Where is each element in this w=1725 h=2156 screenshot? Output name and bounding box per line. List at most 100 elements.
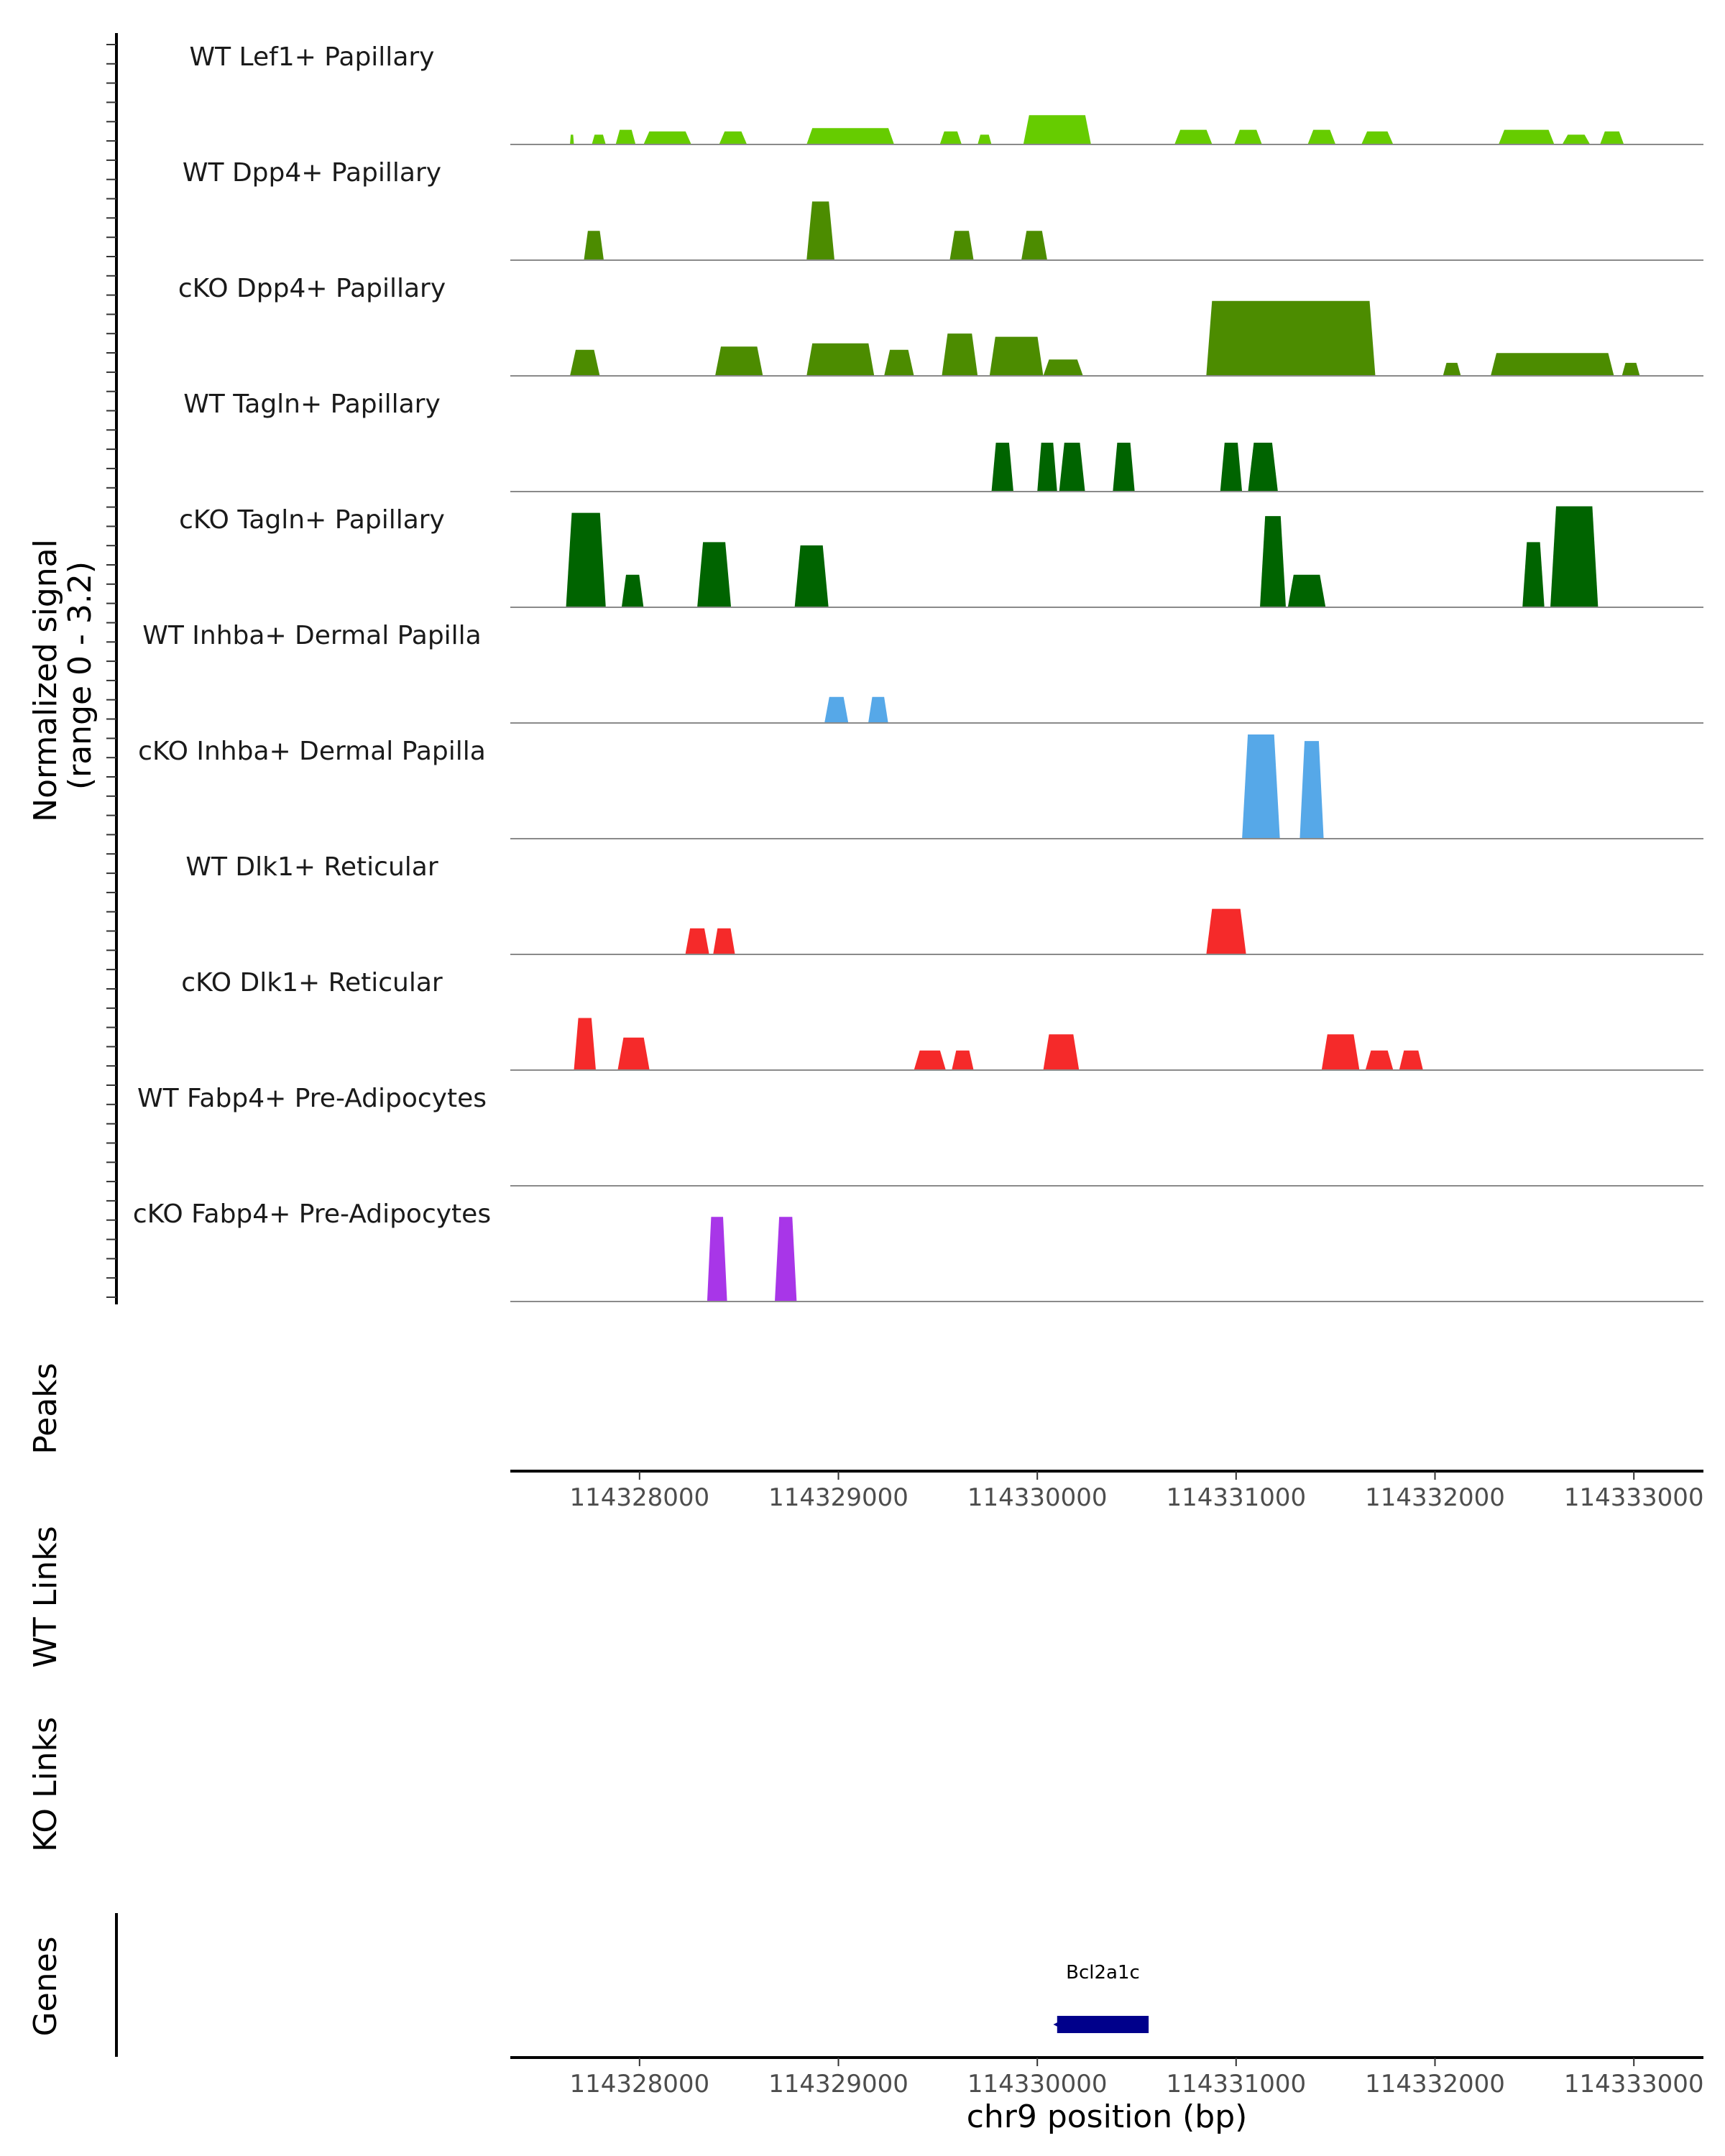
coverage-peak (806, 201, 834, 260)
coverage-peak (1248, 443, 1278, 492)
coverage-peak (697, 542, 732, 607)
x-axis-tick-label: 114333000 (1564, 1483, 1704, 1512)
coverage-peak (1600, 131, 1624, 144)
coverage-peak (989, 336, 1044, 376)
coverage-peak (707, 1217, 727, 1302)
gene-annotations: Bcl2a1c (1053, 1962, 1149, 2033)
signal-y-axis-ticks (106, 44, 116, 1298)
coverage-track: cKO Fabp4+ Pre-Adipocytes (133, 1199, 1703, 1302)
track-label: WT Dlk1+ Reticular (185, 852, 438, 882)
x-axis-tick-label: 114329000 (768, 2070, 908, 2099)
coverage-peak (592, 134, 606, 144)
coverage-peak (713, 928, 735, 954)
x-axis-tick-label: 114332000 (1365, 2070, 1505, 2099)
coverage-peak (991, 443, 1013, 492)
coverage-peak (806, 343, 875, 376)
coverage-peak (794, 545, 829, 607)
coverage-peak (806, 128, 894, 144)
x-axis-tick-label: 114331000 (1166, 1483, 1306, 1512)
coverage-peak (1220, 443, 1243, 492)
gene-strand-arrow (1053, 2019, 1065, 2030)
coverage-peak (1206, 300, 1376, 376)
coverage-peak (1562, 134, 1591, 144)
signal-y-axis-title-line1: Normalized signal (27, 539, 64, 822)
coverage-track: WT Fabp4+ Pre-Adipocytes (137, 1084, 1703, 1187)
signal-y-axis-title-line2: (range 0 - 3.2) (62, 561, 98, 790)
coverage-peak (1550, 506, 1598, 607)
x-axis-title: chr9 position (bp) (967, 2099, 1248, 2135)
coverage-peak (1622, 362, 1640, 376)
coverage-peak (1242, 734, 1280, 839)
coverage-tracks: WT Lef1+ Papillary WT Dpp4+ Papillary cKO … (133, 42, 1703, 1302)
track-label: WT Tagln+ Papillary (183, 390, 441, 419)
coverage-peak (1287, 574, 1326, 607)
coverage-peak (1021, 231, 1047, 260)
coverage-peak (621, 574, 644, 607)
coverage-track: cKO Dpp4+ Papillary (178, 274, 1703, 377)
coverage-track: cKO Dlk1+ Reticular (181, 968, 1703, 1071)
track-label: WT Dpp4+ Papillary (183, 158, 441, 188)
coverage-track: WT Dpp4+ Papillary (183, 158, 1703, 261)
coverage-peak (1113, 443, 1135, 492)
gene-body (1057, 2016, 1149, 2033)
x-axis-tick-label: 114331000 (1166, 2070, 1306, 2099)
coverage-peak (1399, 1050, 1423, 1070)
coverage-track: cKO Tagln+ Papillary (179, 505, 1703, 608)
coverage-peak (1491, 353, 1614, 376)
coverage-peak (715, 346, 763, 376)
coverage-peak (615, 129, 636, 144)
coverage-peak (884, 349, 914, 376)
coverage-peak (1365, 1050, 1394, 1070)
coverage-peak (570, 349, 600, 376)
coverage-peak (775, 1217, 797, 1302)
track-label: WT Fabp4+ Pre-Adipocytes (137, 1084, 487, 1113)
gene-name-label: Bcl2a1c (1066, 1962, 1140, 1984)
coverage-peak (1059, 443, 1085, 492)
track-label: cKO Dlk1+ Reticular (181, 968, 443, 998)
coverage-peak (1023, 115, 1091, 144)
coverage-peak (868, 696, 888, 723)
coverage-peak (719, 131, 748, 144)
coverage-peak (1043, 359, 1083, 376)
coverage-peak (1321, 1034, 1360, 1070)
coverage-peak (939, 131, 962, 144)
genes-x-axis-ticks: 114328000 114329000 114330000 114331000 1143… (569, 2058, 1704, 2099)
coverage-peak (949, 231, 974, 260)
x-axis-tick-label: 114332000 (1365, 1483, 1505, 1512)
coverage-peak (570, 134, 574, 144)
coverage-peak (1499, 129, 1555, 144)
track-label: cKO Fabp4+ Pre-Adipocytes (133, 1199, 491, 1229)
coverage-peak (1234, 129, 1262, 144)
x-axis-tick-label: 114328000 (569, 2070, 709, 2099)
coverage-peak (1300, 741, 1324, 839)
coverage-track: cKO Inhba+ Dermal Papilla (138, 734, 1703, 839)
coverage-track: WT Dlk1+ Reticular (185, 852, 1703, 955)
coverage-peak (1260, 516, 1286, 607)
wt-links-panel-title: WT Links (27, 1526, 64, 1667)
coverage-peak (1443, 362, 1461, 376)
track-label: cKO Inhba+ Dermal Papilla (138, 737, 486, 766)
coverage-peak (685, 928, 709, 954)
coverage-peak (617, 1037, 650, 1070)
coverage-peak (566, 512, 606, 607)
x-axis-tick-label: 114330000 (967, 2070, 1108, 2099)
coverage-peak (1361, 131, 1394, 144)
coverage-peak (1174, 129, 1213, 144)
track-label: WT Inhba+ Dermal Papilla (142, 621, 481, 650)
genes-panel-title: Genes (27, 1936, 64, 2036)
coverage-peak (1037, 443, 1057, 492)
track-label: cKO Dpp4+ Papillary (178, 274, 446, 303)
coverage-peak (1043, 1034, 1080, 1070)
coverage-peak (978, 134, 992, 144)
peaks-x-axis-ticks: 114328000 114329000 114330000 114331000 1143… (569, 1471, 1704, 1512)
coverage-peak (942, 333, 978, 376)
coverage-peak (574, 1018, 596, 1070)
x-axis-tick-label: 114330000 (967, 1483, 1108, 1512)
coverage-peak (1307, 129, 1336, 144)
signal-y-axis-title: Normalized signal (range 0 - 3.2) (27, 529, 98, 822)
coverage-peak (952, 1050, 974, 1070)
x-axis-tick-label: 114333000 (1564, 2070, 1704, 2099)
coverage-peak (584, 231, 604, 260)
